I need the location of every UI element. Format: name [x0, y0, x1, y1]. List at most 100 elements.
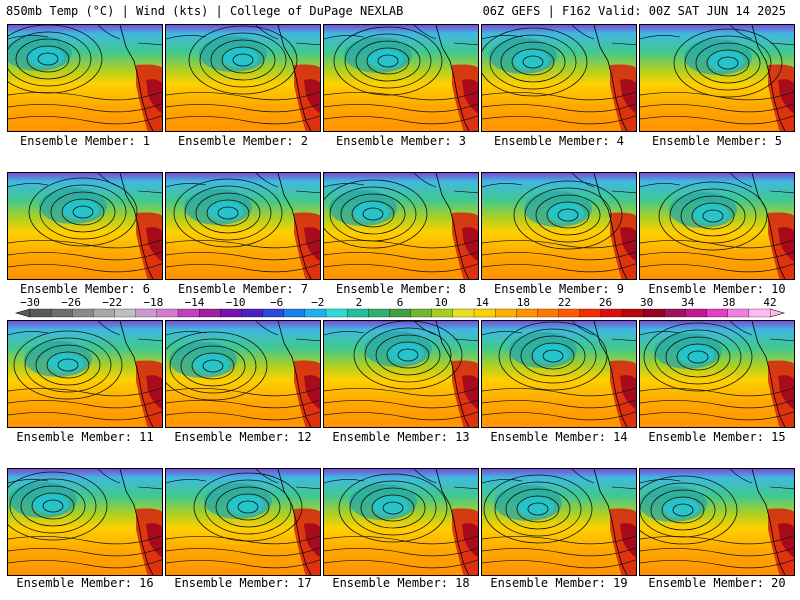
height-contour — [166, 547, 320, 557]
height-contour — [57, 358, 79, 372]
height-contour — [166, 387, 320, 397]
height-contour — [8, 559, 162, 569]
coastline — [119, 469, 154, 575]
colorbar-swatch — [706, 308, 729, 318]
colorbar-swatch — [516, 308, 538, 318]
colorbar-swatch — [262, 308, 285, 318]
height-contour — [397, 348, 419, 362]
colorbar-swatch — [135, 308, 158, 318]
coastline — [277, 25, 312, 131]
height-contour — [166, 559, 320, 569]
height-contour — [482, 103, 636, 113]
height-contour — [640, 91, 794, 101]
ensemble-map-panel — [323, 468, 479, 576]
height-contour — [28, 177, 138, 247]
height-contour — [684, 35, 772, 91]
colorbar-label: −10 — [226, 296, 246, 309]
colorbar-swatch — [727, 308, 750, 318]
height-contour — [640, 411, 794, 421]
height-contour — [169, 338, 257, 394]
colorbar-swatch — [50, 308, 73, 318]
ensemble-member-caption: Ensemble Member: 5 — [651, 134, 783, 148]
ensemble-member-caption: Ensemble Member: 16 — [16, 576, 154, 590]
height-contour — [650, 489, 716, 531]
height-contour — [658, 181, 768, 251]
ensemble-member-caption: Ensemble Member: 11 — [16, 430, 154, 444]
height-contour — [640, 482, 727, 538]
colorbar-label: 22 — [558, 296, 571, 309]
colorbar-swatch — [29, 308, 52, 318]
colorbar-label: −26 — [61, 296, 81, 309]
height-contour — [39, 184, 127, 240]
height-contour — [324, 179, 428, 249]
height-contour — [184, 185, 272, 241]
colorbar-label: 14 — [476, 296, 490, 309]
ensemble-map-panel — [639, 24, 795, 132]
height-contour — [386, 341, 430, 369]
height-contour — [362, 207, 384, 221]
ensemble-member-caption: Ensemble Member: 12 — [174, 430, 312, 444]
height-contour — [531, 342, 575, 370]
temperature-colorbar: −30 −26 −22 −18 −14 −10 −6 −2 2 6 10 14 18 22 26 30 34 38… — [14, 296, 786, 318]
height-contour — [695, 42, 761, 84]
coastline — [277, 469, 312, 575]
height-contour — [50, 191, 116, 233]
height-contour — [494, 481, 582, 537]
height-contour — [166, 411, 320, 421]
height-contour — [202, 359, 224, 373]
height-contour — [166, 91, 320, 101]
colorbar-swatch — [325, 308, 348, 318]
height-contour — [366, 47, 410, 75]
height-contour — [673, 28, 783, 98]
height-contour — [353, 321, 463, 390]
colorbar-label: −18 — [143, 296, 163, 309]
height-contour — [640, 251, 794, 261]
colorbar-swatch — [93, 308, 116, 318]
height-contour — [166, 115, 320, 125]
height-contour — [232, 53, 254, 67]
height-contour — [338, 473, 448, 543]
height-contour — [640, 387, 794, 397]
colorbar-swatch — [241, 308, 264, 318]
colorbar-label: 38 — [722, 296, 735, 309]
height-contour — [377, 54, 399, 68]
height-contour — [546, 201, 590, 229]
height-contour — [8, 535, 162, 545]
colorbar-label: −30 — [20, 296, 40, 309]
height-contour — [340, 193, 406, 235]
ensemble-member-caption: Ensemble Member: 9 — [493, 282, 625, 296]
height-contour — [324, 547, 478, 557]
ensemble-member-caption: Ensemble Member: 6 — [19, 282, 151, 296]
height-contour — [524, 187, 612, 243]
colorbar-swatch — [220, 308, 242, 318]
map-title: 850mb Temp (°C) | Wind (kts) | College o… — [6, 4, 404, 18]
colorbar-swatch — [473, 308, 496, 318]
height-contour — [8, 399, 162, 409]
height-contour — [482, 399, 636, 409]
ensemble-map-panel — [323, 172, 479, 280]
height-contour — [42, 499, 64, 513]
height-contour — [535, 194, 601, 236]
height-contour — [324, 535, 478, 545]
coastline — [751, 321, 786, 427]
height-contour — [26, 45, 70, 73]
height-contour — [482, 239, 636, 249]
height-contour — [324, 399, 478, 409]
height-contour — [31, 492, 75, 520]
height-contour — [676, 343, 720, 371]
height-contour — [166, 331, 268, 401]
ensemble-map-panel — [481, 172, 637, 280]
height-contour — [661, 496, 705, 524]
ensemble-member-caption: Ensemble Member: 7 — [177, 282, 309, 296]
coastline — [593, 321, 628, 427]
coastline — [435, 25, 470, 131]
height-contour — [482, 559, 636, 569]
ensemble-map-panel — [165, 320, 321, 428]
colorbar-label: −22 — [102, 296, 122, 309]
height-contour — [8, 91, 162, 101]
height-contour — [382, 501, 404, 515]
ensemble-map-panel — [481, 468, 637, 576]
height-contour — [324, 251, 478, 261]
height-contour — [15, 38, 81, 80]
height-contour — [8, 387, 162, 397]
